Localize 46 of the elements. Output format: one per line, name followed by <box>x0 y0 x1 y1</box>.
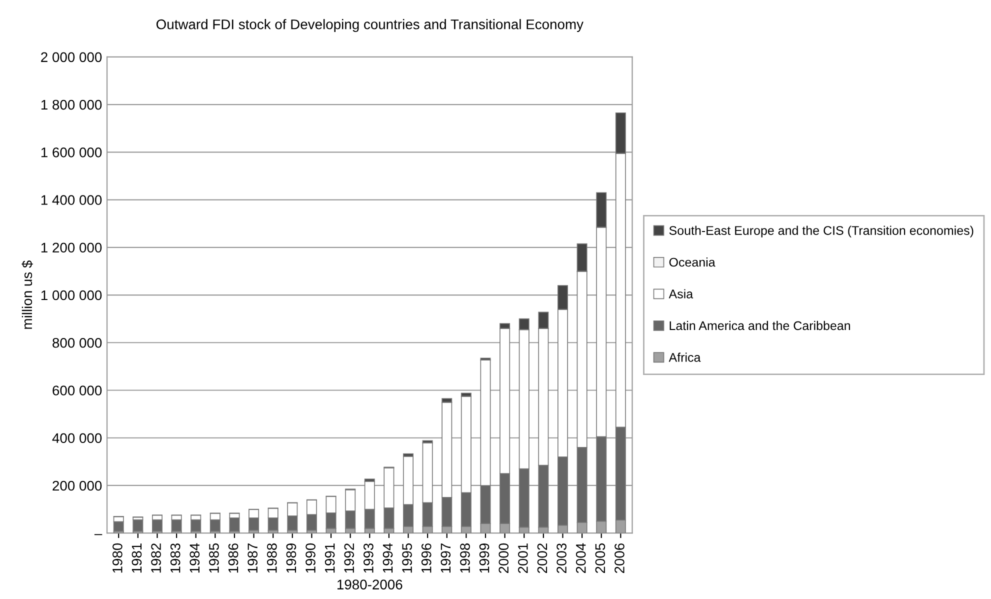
x-axis-title: 1980-2006 <box>337 580 402 590</box>
x-tick-label: 2003 <box>556 543 566 574</box>
legend-label: Asia <box>668 289 694 298</box>
x-tick-label: 2001 <box>518 544 528 574</box>
x-tick-label: 1993 <box>364 543 374 573</box>
x-tick-label: 2002 <box>537 544 548 574</box>
legend-label: Latin America and the Caribbean <box>670 320 850 330</box>
y-tick-label: 400 000 <box>52 433 102 444</box>
x-tick-label: 1996 <box>421 543 432 573</box>
legend-label: Oceania <box>669 257 716 267</box>
y-axis-title: million us $ <box>22 260 33 329</box>
x-tick-label: 1981 <box>132 544 142 573</box>
y-tick-label: 1 200 000 <box>41 242 102 253</box>
x-tick-label: 1988 <box>266 543 277 573</box>
y-tick-label: 600 000 <box>52 386 102 396</box>
x-tick-label: 1984 <box>190 543 200 573</box>
y-tick-label: – <box>94 534 102 536</box>
x-tick-label: 1987 <box>248 544 258 573</box>
x-tick-label: 1982 <box>151 544 161 573</box>
y-tick-label: 200 000 <box>52 480 102 491</box>
chart-title: Outward FDI stock of Developing countries and Transitional Economy <box>156 19 584 32</box>
legend-label: Africa <box>668 352 701 362</box>
y-tick-label: 1 400 000 <box>41 195 102 205</box>
legend-label: South-East Europe and the CIS (Transition economies) <box>669 226 974 238</box>
x-tick-label: 1990 <box>306 543 316 573</box>
x-tick-label: 1992 <box>344 544 354 573</box>
y-tick-label: 800 000 <box>52 338 102 348</box>
x-tick-label: 2000 <box>498 543 509 574</box>
x-tick-label: 1986 <box>228 543 238 573</box>
x-tick-label: 2005 <box>595 543 606 574</box>
x-tick-label: 1994 <box>382 543 393 573</box>
x-tick-label: 1980 <box>112 543 122 573</box>
x-tick-label: 1989 <box>286 543 296 573</box>
y-tick-label: 2 000 000 <box>41 52 102 62</box>
x-tick-label: 1997 <box>440 544 451 573</box>
x-tick-label: 1999 <box>479 543 490 573</box>
x-tick-label: 1998 <box>460 543 470 573</box>
x-tick-label: 2006 <box>614 543 624 574</box>
x-tick-label: 1985 <box>209 543 219 573</box>
y-tick-label: 1 000 000 <box>41 290 102 300</box>
x-tick-label: 1983 <box>170 543 180 573</box>
y-tick-label: 1 600 000 <box>41 147 102 158</box>
y-tick-label: 1 800 000 <box>41 100 102 110</box>
x-tick-label: 2004 <box>576 543 586 574</box>
x-tick-label: 1995 <box>402 543 412 573</box>
x-tick-label: 1991 <box>324 544 335 573</box>
